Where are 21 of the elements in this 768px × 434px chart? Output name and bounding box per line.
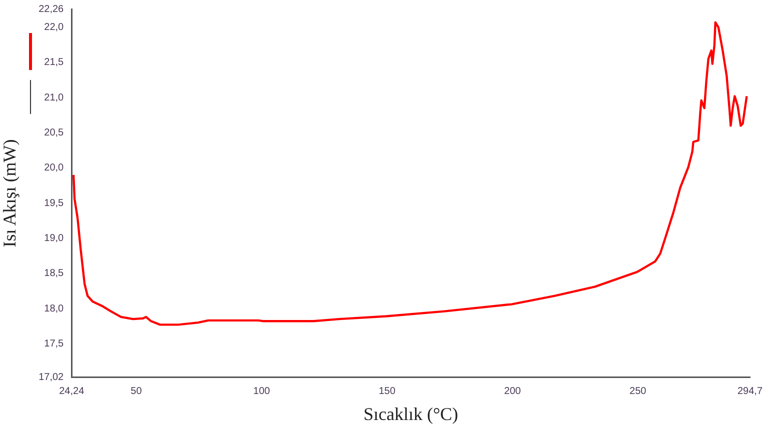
y-axis-title: Isı Akışı (mW) (0, 139, 20, 248)
x-tick-label: 294,7 (737, 386, 763, 398)
x-tick-label: 100 (253, 386, 270, 398)
x-tick-label: 200 (504, 386, 522, 398)
x-tick-label: 150 (378, 386, 396, 398)
y-tick-label: 18,5 (44, 268, 64, 280)
y-tick-label: 21,5 (44, 57, 64, 68)
y-tick-label: 17,5 (44, 338, 64, 350)
y-tick-label: 18,0 (44, 303, 64, 314)
x-tick-label: 24,24 (59, 386, 85, 398)
y-tick-label: 22,26 (38, 4, 64, 15)
x-tick-label: 50 (130, 386, 142, 398)
y-tick-label: 19,5 (44, 198, 64, 209)
y-tick-label: 21,0 (44, 92, 64, 104)
y-tick-label: 22,0 (44, 22, 64, 34)
x-axis-title: Sıcaklık (°C) (363, 404, 458, 424)
y-tick-label: 19,0 (44, 232, 64, 244)
y-tick-label: 20,0 (44, 162, 64, 174)
x-tick-label: 250 (630, 386, 647, 398)
y-tick-label: 17,02 (38, 372, 64, 384)
y-tick-label: 20,5 (44, 127, 64, 138)
